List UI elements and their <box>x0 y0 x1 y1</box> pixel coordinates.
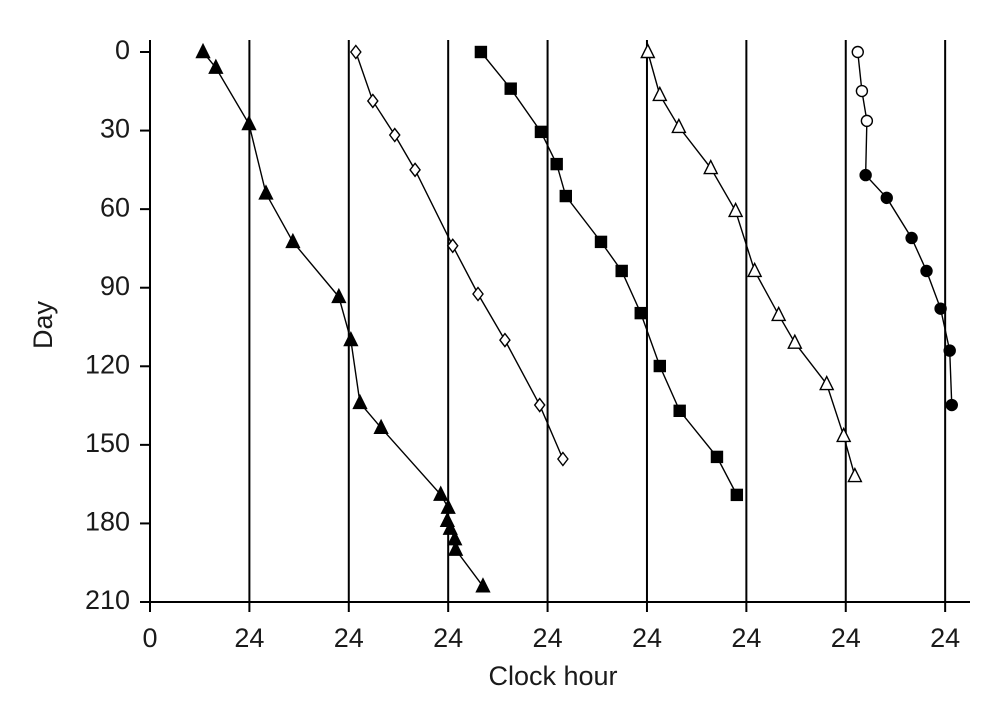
point <box>534 125 548 139</box>
x-tick-label: 24 <box>930 623 960 653</box>
point <box>331 287 347 304</box>
point <box>533 397 546 413</box>
y-tick-label: 120 <box>85 349 130 379</box>
point <box>472 286 484 302</box>
point <box>880 191 893 205</box>
series-line <box>857 51 953 406</box>
point <box>615 264 628 278</box>
point <box>474 45 488 59</box>
point <box>847 466 863 483</box>
series-line <box>202 51 484 587</box>
point <box>905 231 918 245</box>
point <box>920 264 933 278</box>
point <box>653 359 667 373</box>
point <box>373 418 389 435</box>
point <box>703 158 719 175</box>
point <box>943 344 956 357</box>
point <box>855 84 869 98</box>
point <box>285 232 301 249</box>
point <box>195 42 211 59</box>
point <box>640 42 656 59</box>
point <box>352 393 368 410</box>
point <box>747 261 763 278</box>
x-tick-label: 24 <box>731 623 761 653</box>
x-axis-label: Clock hour <box>488 661 617 691</box>
point <box>594 235 608 249</box>
point <box>859 168 872 182</box>
point <box>208 58 224 74</box>
point <box>860 114 874 128</box>
series-line <box>480 51 738 496</box>
point <box>442 519 458 535</box>
point <box>448 540 464 556</box>
point <box>349 44 362 60</box>
y-tick-label: 150 <box>85 428 130 458</box>
x-tick-label: 24 <box>632 623 662 653</box>
y-tick-label: 60 <box>100 192 130 222</box>
point <box>819 375 835 391</box>
point <box>475 577 491 593</box>
point <box>433 485 449 501</box>
point <box>945 398 958 412</box>
point <box>559 189 572 203</box>
x-tick-label: 24 <box>334 623 364 653</box>
point <box>258 184 274 200</box>
x-tick-label: 24 <box>433 623 463 653</box>
y-tick-label: 210 <box>85 585 130 615</box>
point <box>727 201 744 218</box>
point <box>550 157 563 171</box>
point <box>499 332 511 348</box>
point <box>388 127 401 143</box>
point <box>343 331 359 347</box>
y-tick-label: 0 <box>115 35 130 65</box>
point <box>409 162 421 178</box>
point <box>934 302 947 315</box>
point <box>446 238 459 254</box>
point <box>787 333 803 349</box>
point <box>851 45 864 59</box>
x-tick-label: 24 <box>533 623 563 653</box>
y-tick-label: 180 <box>85 507 130 537</box>
point <box>440 498 456 514</box>
point <box>710 450 724 464</box>
point <box>730 488 744 502</box>
series-line <box>355 51 564 460</box>
point <box>671 117 687 134</box>
point <box>771 305 787 322</box>
point <box>652 85 668 102</box>
point <box>366 93 379 109</box>
point <box>241 114 257 131</box>
x-tick-label: 24 <box>831 623 861 653</box>
point <box>673 404 686 418</box>
y-tick-label: 30 <box>100 114 130 144</box>
y-tick-label: 90 <box>100 271 130 301</box>
point <box>634 306 647 320</box>
point <box>836 426 852 443</box>
y-axis-label: Day <box>28 300 58 349</box>
x-tick-label: 0 <box>142 623 157 653</box>
point <box>557 451 569 467</box>
x-tick-label: 24 <box>234 623 264 653</box>
point <box>504 82 517 95</box>
